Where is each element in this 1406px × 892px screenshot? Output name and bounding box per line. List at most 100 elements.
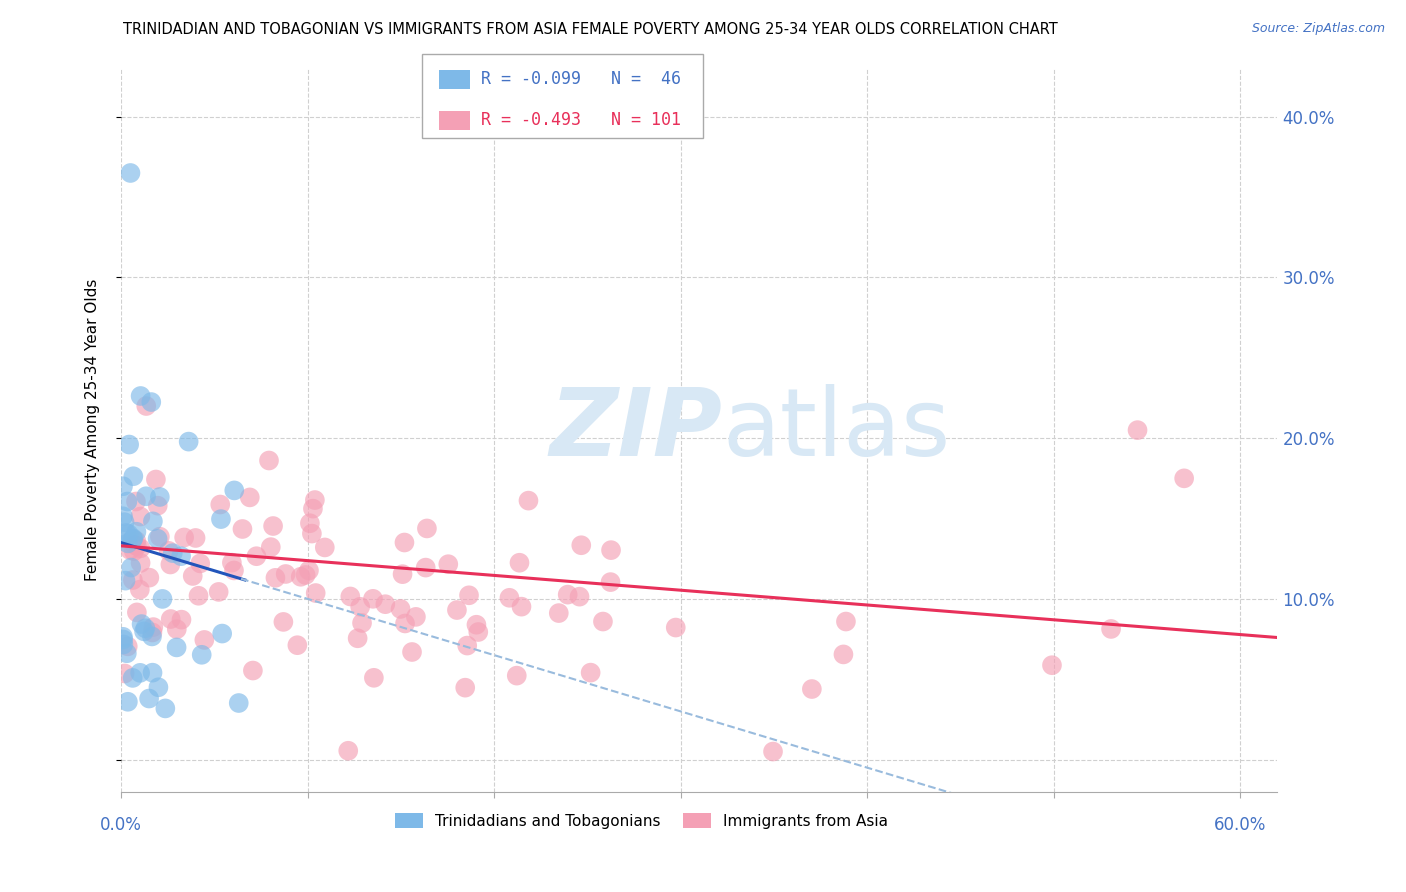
Point bbox=[339, 590, 361, 604]
Point bbox=[363, 671, 385, 685]
Point bbox=[135, 489, 157, 503]
Point bbox=[145, 473, 167, 487]
Point bbox=[800, 681, 823, 696]
Point bbox=[394, 616, 416, 631]
Point bbox=[166, 640, 188, 655]
Point bbox=[157, 544, 180, 558]
Point bbox=[231, 522, 253, 536]
Point bbox=[125, 534, 148, 549]
Point bbox=[832, 648, 855, 662]
Point bbox=[458, 588, 481, 602]
Point bbox=[170, 613, 193, 627]
Point bbox=[221, 556, 243, 570]
Point bbox=[159, 612, 181, 626]
Point bbox=[298, 564, 321, 578]
Text: R = -0.099   N =  46: R = -0.099 N = 46 bbox=[481, 70, 681, 88]
Point bbox=[122, 544, 145, 558]
Y-axis label: Female Poverty Among 25-34 Year Olds: Female Poverty Among 25-34 Year Olds bbox=[86, 279, 100, 582]
Point bbox=[361, 591, 384, 606]
Point bbox=[142, 620, 165, 634]
Point bbox=[239, 491, 262, 505]
Point bbox=[188, 557, 211, 571]
Point bbox=[260, 540, 283, 554]
Point bbox=[835, 615, 858, 629]
Point bbox=[128, 582, 150, 597]
Point bbox=[350, 615, 373, 630]
Point bbox=[141, 629, 163, 643]
Point bbox=[301, 526, 323, 541]
Point bbox=[117, 536, 139, 550]
Point bbox=[298, 516, 321, 531]
Point bbox=[547, 606, 569, 620]
Point bbox=[138, 691, 160, 706]
Point bbox=[117, 695, 139, 709]
Point bbox=[141, 395, 163, 409]
Point bbox=[155, 701, 177, 715]
Point bbox=[177, 434, 200, 449]
Point bbox=[228, 696, 250, 710]
Point bbox=[262, 519, 284, 533]
Point bbox=[129, 556, 152, 570]
Point bbox=[111, 509, 134, 524]
Point bbox=[446, 603, 468, 617]
Point bbox=[208, 585, 231, 599]
Point bbox=[115, 525, 138, 540]
Text: 60.0%: 60.0% bbox=[1213, 815, 1267, 834]
Point bbox=[125, 539, 148, 553]
Point bbox=[190, 648, 212, 662]
Point bbox=[314, 541, 336, 555]
Point bbox=[149, 490, 172, 504]
Point bbox=[211, 626, 233, 640]
Point bbox=[415, 560, 437, 574]
Point bbox=[224, 483, 246, 498]
Point bbox=[112, 632, 135, 647]
Point bbox=[257, 453, 280, 467]
Point bbox=[557, 588, 579, 602]
Point bbox=[114, 515, 136, 529]
Point bbox=[456, 639, 478, 653]
Point bbox=[193, 632, 215, 647]
Point bbox=[401, 645, 423, 659]
Point bbox=[129, 541, 152, 556]
Point bbox=[454, 681, 477, 695]
Point bbox=[125, 524, 148, 539]
Point bbox=[517, 493, 540, 508]
Point bbox=[508, 556, 530, 570]
Point bbox=[389, 602, 412, 616]
Point bbox=[465, 617, 488, 632]
Point bbox=[391, 567, 413, 582]
Text: R = -0.493   N = 101: R = -0.493 N = 101 bbox=[481, 112, 681, 129]
Point bbox=[600, 543, 623, 558]
Point bbox=[349, 599, 371, 614]
Point bbox=[1126, 423, 1149, 437]
Point bbox=[374, 597, 396, 611]
Point bbox=[117, 640, 139, 654]
Point bbox=[132, 624, 155, 639]
Point bbox=[120, 560, 142, 574]
Point bbox=[173, 531, 195, 545]
Point bbox=[141, 625, 163, 640]
Point bbox=[112, 637, 135, 651]
Text: ZIP: ZIP bbox=[550, 384, 723, 476]
Point bbox=[146, 532, 169, 546]
Point bbox=[510, 599, 533, 614]
Point bbox=[506, 668, 529, 682]
Point bbox=[1040, 658, 1063, 673]
Point bbox=[437, 558, 460, 572]
Point bbox=[209, 498, 232, 512]
Point bbox=[152, 591, 174, 606]
Point bbox=[120, 166, 142, 180]
Point bbox=[125, 494, 148, 508]
Point bbox=[135, 399, 157, 413]
Point bbox=[405, 610, 427, 624]
Point bbox=[245, 549, 267, 564]
Point bbox=[665, 621, 688, 635]
Point bbox=[592, 615, 614, 629]
Point bbox=[209, 512, 232, 526]
Point bbox=[115, 646, 138, 660]
Point bbox=[121, 671, 143, 685]
Point bbox=[124, 538, 146, 552]
Text: atlas: atlas bbox=[723, 384, 950, 476]
Point bbox=[302, 501, 325, 516]
Text: TRINIDADIAN AND TOBAGONIAN VS IMMIGRANTS FROM ASIA FEMALE POVERTY AMONG 25-34 YE: TRINIDADIAN AND TOBAGONIAN VS IMMIGRANTS… bbox=[124, 22, 1057, 37]
